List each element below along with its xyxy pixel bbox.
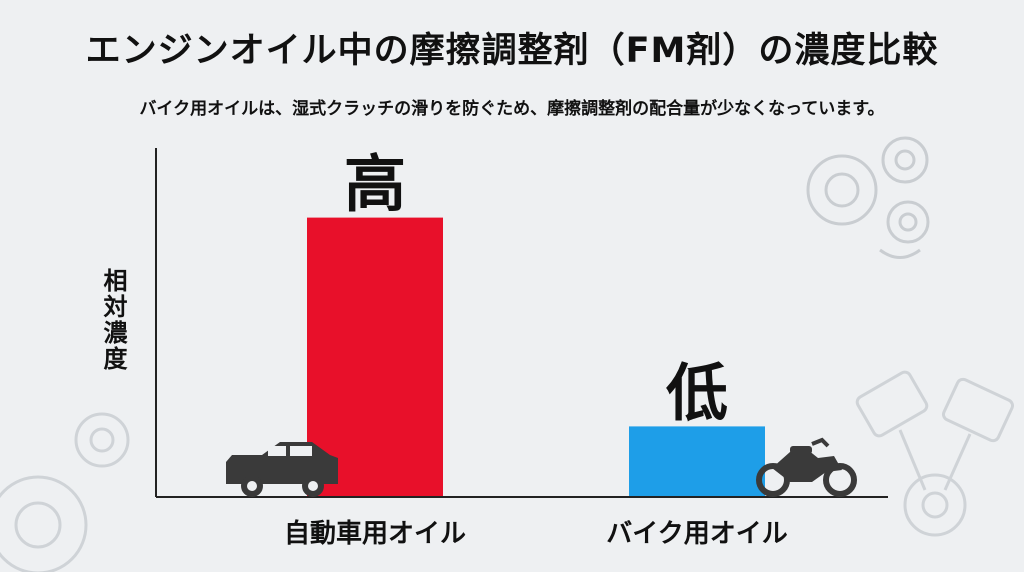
chart-title: エンジンオイル中の摩擦調整剤（FM剤）の濃度比較 xyxy=(85,31,939,71)
x-tick-label: バイク用オイル xyxy=(606,519,787,549)
bar-data-label: 低 xyxy=(666,356,728,429)
gears-icon xyxy=(806,136,930,259)
x-tick-label: 自動車用オイル xyxy=(284,518,466,549)
gears-icon xyxy=(0,412,130,572)
y-axis-label: 相対濃度 xyxy=(99,268,127,372)
bar-2 xyxy=(629,426,765,496)
pistons-icon xyxy=(855,370,1015,537)
car-icon xyxy=(226,442,338,497)
chart-subtitle: バイク用オイルは、湿式クラッチの滑りを防ぐため、摩擦調整剤の配合量が少なくなって… xyxy=(139,99,885,119)
bar-1 xyxy=(307,217,443,496)
bar-data-label: 高 xyxy=(344,148,406,221)
motorcycle-icon xyxy=(756,437,857,497)
